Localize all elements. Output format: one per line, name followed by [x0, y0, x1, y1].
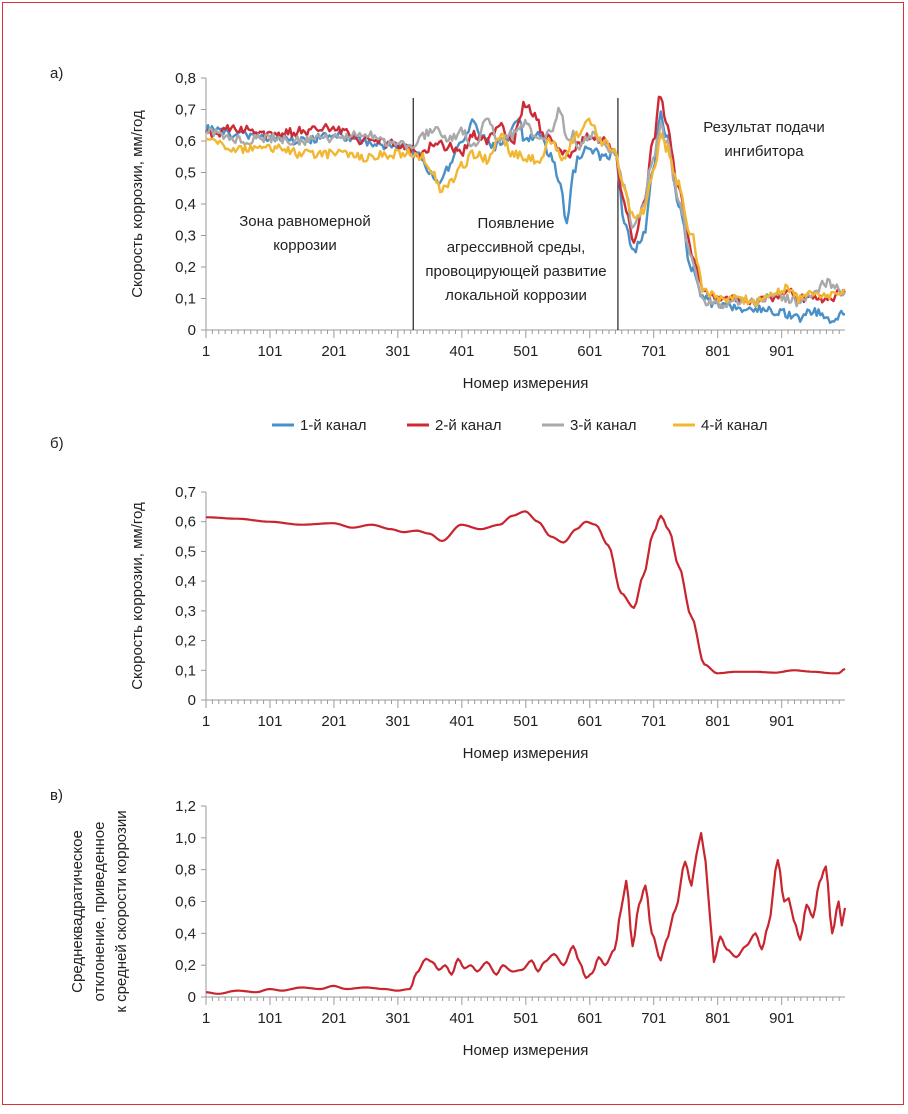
series-line: [205, 832, 847, 995]
legend-label: 3-й канал: [570, 417, 637, 434]
legend-label: 1-й канал: [300, 417, 367, 434]
x-tick-label: 101: [257, 1010, 282, 1027]
y-axis-title: Скорость коррозии, мм/год: [129, 502, 146, 690]
series-line: [206, 510, 846, 675]
x-tick-label: 501: [513, 1010, 538, 1027]
x-axis-title: Номер измерения: [463, 375, 589, 392]
annotation-text: агрессивной среды,: [447, 239, 586, 256]
x-axis-title: Номер измерения: [463, 1042, 589, 1059]
annotation-text: ингибитора: [724, 143, 804, 160]
y-tick-label: 1,2: [175, 798, 196, 815]
x-tick-label: 401: [449, 1010, 474, 1027]
x-tick-label: 401: [449, 713, 474, 730]
y-tick-label: 0,2: [175, 259, 196, 276]
y-tick-label: 0,5: [175, 165, 196, 182]
x-tick-label: 101: [257, 713, 282, 730]
series-line-3: [205, 106, 846, 310]
y-tick-label: 0,4: [175, 196, 196, 213]
panel-label: в): [50, 787, 63, 804]
x-tick-label: 201: [321, 713, 346, 730]
x-tick-label: 801: [705, 713, 730, 730]
y-tick-label: 0,2: [175, 633, 196, 650]
y-tick-label: 0,1: [175, 662, 196, 679]
y-tick-label: 0: [188, 989, 196, 1006]
y-tick-label: 0,3: [175, 603, 196, 620]
x-tick-label: 901: [769, 1010, 794, 1027]
y-tick-label: 1,0: [175, 830, 196, 847]
x-tick-label: 601: [577, 1010, 602, 1027]
x-tick-label: 701: [641, 1010, 666, 1027]
y-tick-label: 0,8: [175, 70, 196, 87]
legend-label: 4-й канал: [701, 417, 768, 434]
y-tick-label: 0,5: [175, 543, 196, 560]
y-axis-title: Скорость коррозии, мм/год: [129, 110, 146, 298]
y-tick-label: 0,6: [175, 133, 196, 150]
x-tick-label: 1: [202, 713, 210, 730]
x-tick-label: 1: [202, 1010, 210, 1027]
x-tick-label: 501: [513, 343, 538, 360]
series-line-2: [205, 95, 846, 308]
x-tick-label: 401: [449, 343, 474, 360]
y-tick-label: 0,2: [175, 957, 196, 974]
x-tick-label: 501: [513, 713, 538, 730]
y-tick-label: 0,6: [175, 514, 196, 531]
y-axis-title-line: Среднеквадратическое: [69, 830, 86, 993]
x-tick-label: 301: [385, 343, 410, 360]
annotation-text: Зона равномерной: [239, 213, 370, 230]
series-line-4: [205, 117, 846, 307]
x-tick-label: 101: [257, 343, 282, 360]
legend-label: 2-й канал: [435, 417, 502, 434]
x-tick-label: 901: [769, 343, 794, 360]
x-tick-label: 301: [385, 713, 410, 730]
annotation-text: коррозии: [273, 237, 337, 254]
x-tick-label: 301: [385, 1010, 410, 1027]
annotation-text: провоцирующей развитие: [425, 263, 606, 280]
panel-label: б): [50, 435, 64, 452]
y-tick-label: 0,4: [175, 573, 196, 590]
y-tick-label: 0: [188, 692, 196, 709]
y-tick-label: 0,8: [175, 862, 196, 879]
x-tick-label: 901: [769, 713, 794, 730]
x-tick-label: 601: [577, 713, 602, 730]
y-tick-label: 0: [188, 322, 196, 339]
x-tick-label: 201: [321, 1010, 346, 1027]
y-axis-title-line: к средней скорости коррозии: [113, 810, 130, 1012]
y-tick-label: 0,1: [175, 291, 196, 308]
y-tick-label: 0,6: [175, 894, 196, 911]
y-tick-label: 0,4: [175, 925, 196, 942]
x-tick-label: 701: [641, 713, 666, 730]
y-tick-label: 0,7: [175, 484, 196, 501]
y-tick-label: 0,3: [175, 228, 196, 245]
y-axis-title-line: отклонение, приведенное: [91, 822, 108, 1002]
x-tick-label: 801: [705, 343, 730, 360]
annotation-text: Результат подачи: [703, 119, 824, 136]
x-tick-label: 201: [321, 343, 346, 360]
x-tick-label: 701: [641, 343, 666, 360]
x-tick-label: 601: [577, 343, 602, 360]
y-tick-label: 0,7: [175, 102, 196, 119]
x-tick-label: 801: [705, 1010, 730, 1027]
annotation-text: локальной коррозии: [445, 287, 587, 304]
x-tick-label: 1: [202, 343, 210, 360]
x-axis-title: Номер измерения: [463, 745, 589, 762]
panel-label: а): [50, 65, 63, 82]
annotation-text: Появление: [478, 215, 555, 232]
